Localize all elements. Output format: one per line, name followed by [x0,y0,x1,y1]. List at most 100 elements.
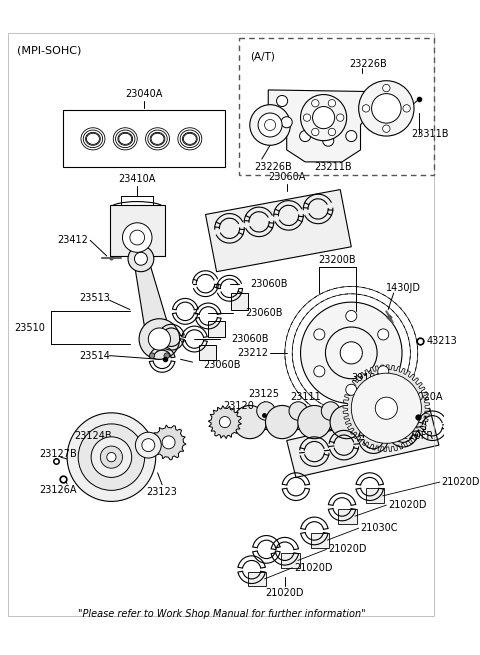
Bar [248,572,266,586]
Circle shape [362,105,370,112]
Polygon shape [151,425,186,460]
Bar [366,489,384,503]
Text: 21020D: 21020D [265,588,304,598]
Circle shape [265,405,299,439]
Circle shape [303,114,311,121]
Circle shape [321,402,340,421]
Circle shape [134,252,147,265]
Circle shape [148,328,170,350]
Circle shape [298,405,331,439]
Circle shape [359,81,414,136]
Circle shape [325,327,377,379]
Polygon shape [208,405,241,439]
Circle shape [276,96,288,107]
Text: 23412: 23412 [58,235,88,246]
Text: 21020D: 21020D [328,544,367,554]
Circle shape [219,417,230,428]
Circle shape [142,439,155,451]
Text: 23311B: 23311B [411,129,449,140]
Bar [338,509,357,523]
Text: 23514: 23514 [79,350,110,361]
Circle shape [328,100,336,107]
Circle shape [362,405,396,439]
Text: 23200B: 23200B [319,255,356,265]
Bar [63,110,225,168]
Text: (A/T): (A/T) [250,51,275,61]
Text: 21020D: 21020D [294,563,333,573]
Text: 23040A: 23040A [125,89,162,99]
Text: 23410A: 23410A [119,174,156,184]
Bar [231,293,248,310]
Text: 21030C: 21030C [360,523,398,533]
Text: 23123: 23123 [147,487,178,496]
Text: 23125: 23125 [248,389,279,399]
Circle shape [346,310,357,322]
Text: 21020D: 21020D [442,477,480,487]
Text: 23211B: 23211B [314,162,352,172]
Bar [109,205,165,256]
Circle shape [107,453,116,462]
Circle shape [300,130,311,141]
Bar [199,345,216,360]
Text: 23126A: 23126A [39,485,77,495]
Polygon shape [268,90,384,162]
Text: 23111: 23111 [290,392,321,402]
Polygon shape [287,408,439,477]
Circle shape [403,105,410,112]
Circle shape [336,114,344,121]
Circle shape [383,84,390,92]
Circle shape [328,128,336,136]
Text: "Please refer to Work Shop Manual for further information": "Please refer to Work Shop Manual for fu… [78,609,366,619]
Circle shape [139,319,180,360]
Bar [311,533,329,548]
Circle shape [314,329,325,340]
Circle shape [330,405,363,439]
Polygon shape [205,189,351,272]
Circle shape [346,130,357,141]
Circle shape [312,107,335,128]
Circle shape [258,113,282,137]
Text: 23510: 23510 [14,323,45,333]
Circle shape [300,302,402,403]
Text: 23060B: 23060B [231,334,269,344]
Circle shape [312,100,319,107]
Bar [281,553,300,568]
Text: 21020D: 21020D [388,500,427,510]
Circle shape [346,384,357,396]
Circle shape [281,117,292,128]
Circle shape [130,230,144,245]
Circle shape [378,329,389,340]
Text: 43213: 43213 [427,336,458,346]
Circle shape [149,353,155,358]
Text: 23060B: 23060B [245,309,283,318]
Circle shape [122,223,152,252]
Circle shape [250,105,290,145]
Text: 23124B: 23124B [74,431,112,441]
Circle shape [383,125,390,132]
Circle shape [78,424,144,491]
Text: (MPI-SOHC): (MPI-SOHC) [17,46,82,56]
Text: 23513: 23513 [79,293,110,303]
Text: 39190A: 39190A [351,373,388,383]
Circle shape [375,397,397,419]
Text: 23060A: 23060A [268,172,305,182]
Polygon shape [343,365,430,451]
Circle shape [164,353,169,358]
Circle shape [257,402,275,421]
Circle shape [354,402,372,421]
Circle shape [312,128,319,136]
Circle shape [378,365,389,377]
Circle shape [264,119,276,130]
Circle shape [128,246,154,272]
Text: 23060B: 23060B [250,278,288,289]
Circle shape [135,432,161,458]
Text: 23226B: 23226B [349,58,387,69]
Text: 23060B: 23060B [204,360,241,370]
Text: 1220FR: 1220FR [397,431,434,441]
Text: 21020A: 21020A [405,392,442,402]
Text: 23226B: 23226B [254,162,292,172]
Circle shape [100,446,122,468]
Circle shape [162,436,175,449]
Circle shape [351,373,421,443]
Circle shape [67,413,156,502]
